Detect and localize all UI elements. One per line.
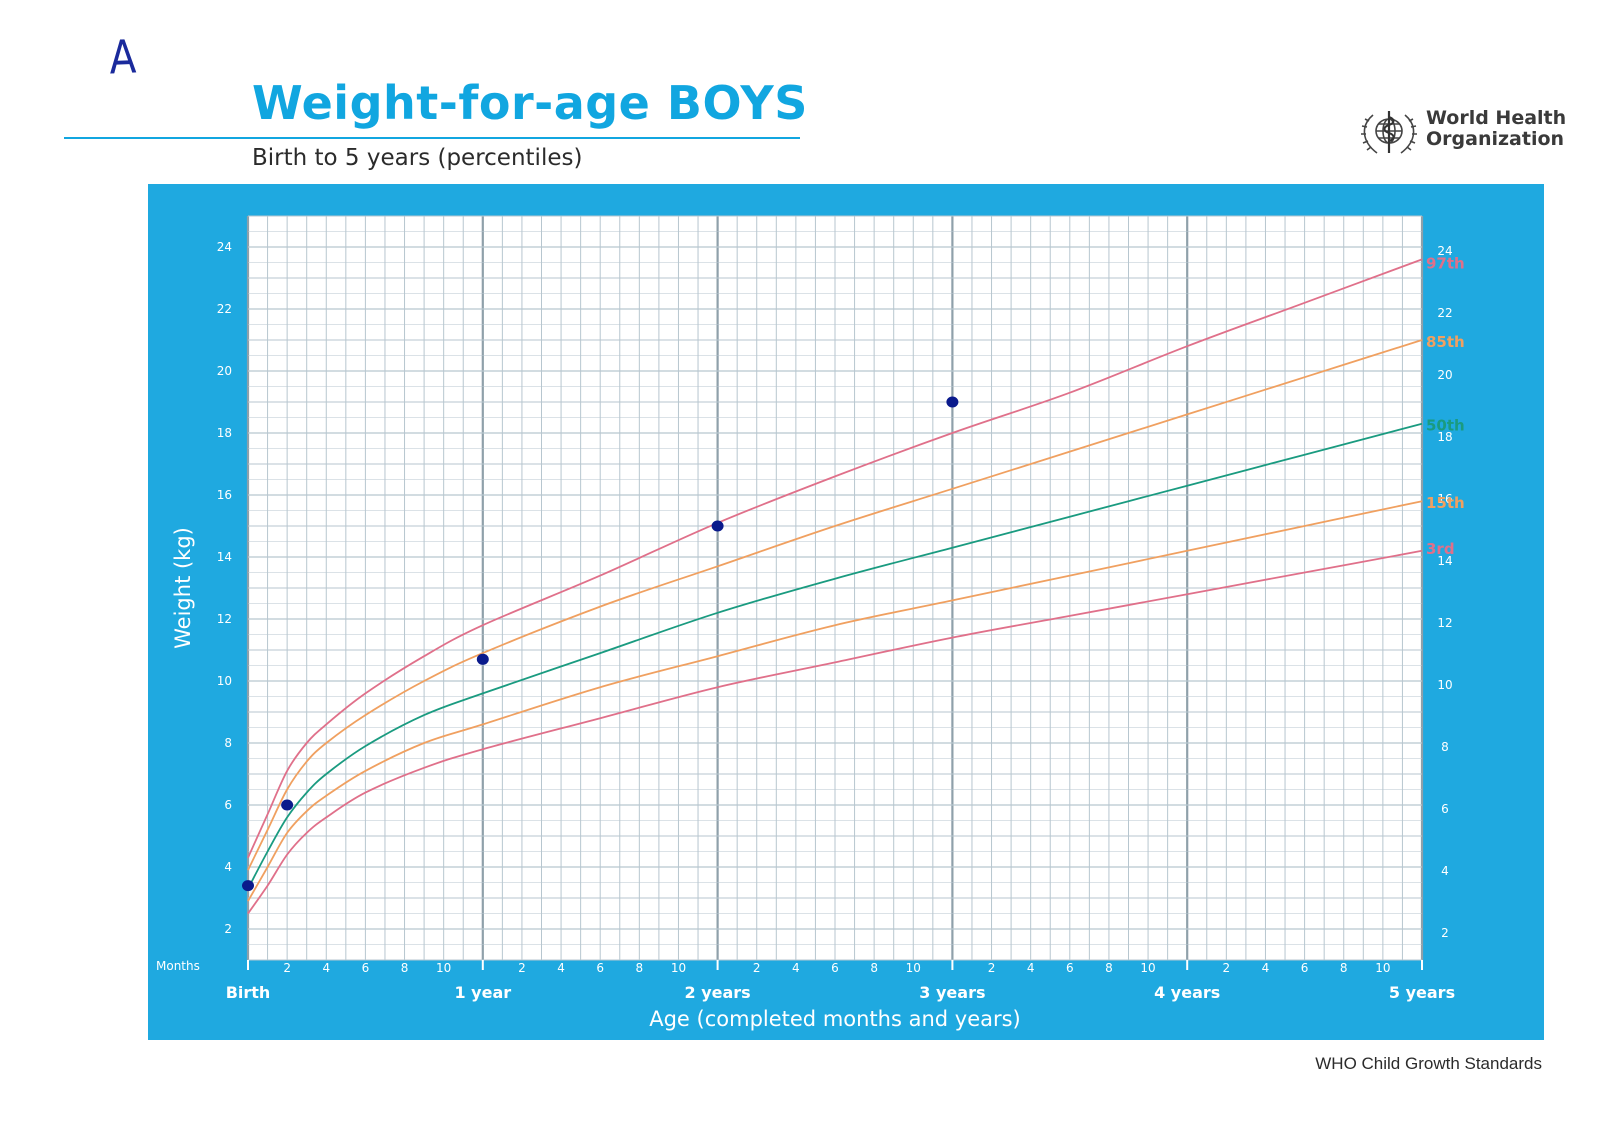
y-axis-label: Weight (kg) (171, 527, 195, 649)
y-tick-label-right: 24 (1437, 244, 1452, 258)
x-year-label: 4 years (1154, 983, 1220, 1002)
who-emblem-icon (1361, 111, 1417, 154)
x-month-tick-label: 8 (1340, 961, 1348, 975)
x-month-tick-label: 8 (401, 961, 409, 975)
x-month-tick-label: 8 (870, 961, 878, 975)
x-month-tick-label: 8 (1105, 961, 1113, 975)
y-tick-label-right: 8 (1441, 740, 1449, 754)
percentile-line-15th (247, 500, 1423, 902)
y-tick-label-left: 8 (224, 736, 232, 750)
x-month-tick-label: 6 (1066, 961, 1074, 975)
x-year-label: 5 years (1389, 983, 1455, 1002)
x-year-label: 3 years (919, 983, 985, 1002)
y-tick-label-right: 12 (1437, 616, 1452, 630)
x-month-tick-label: 10 (1140, 961, 1155, 975)
percentile-label-50th: 50th (1426, 417, 1465, 435)
plotted-measurement-point (946, 396, 959, 408)
x-month-tick-label: 6 (1301, 961, 1309, 975)
x-month-tick-label: 10 (1375, 961, 1390, 975)
y-tick-label-right: 6 (1441, 802, 1449, 816)
plotted-measurement-point (711, 520, 724, 532)
x-month-tick-label: 4 (1262, 961, 1270, 975)
y-tick-label-right: 22 (1437, 306, 1452, 320)
x-axis-label: Age (completed months and years) (649, 1007, 1021, 1031)
x-year-label: 1 year (454, 983, 511, 1002)
y-tick-label-right: 18 (1437, 430, 1452, 444)
x-year-label: 2 years (684, 983, 750, 1002)
organization-name-line2: Organization (1426, 128, 1565, 150)
x-month-tick-label: 4 (557, 961, 565, 975)
x-month-tick-label: 8 (636, 961, 644, 975)
handwritten-letter: A (108, 29, 137, 85)
y-tick-label-right: 14 (1437, 554, 1452, 568)
y-tick-label-right: 16 (1437, 492, 1452, 506)
y-tick-label-left: 20 (217, 364, 232, 378)
x-month-tick-label: 6 (831, 961, 839, 975)
x-unit-label: Months (156, 959, 200, 973)
y-tick-label-right: 10 (1437, 678, 1452, 692)
x-year-label: Birth (226, 983, 271, 1002)
page-title: Weight-for-age BOYS (252, 76, 808, 130)
chart-panel: 2 2 4 4 6 6 8 8 10 10 12 12 14 14 16 16 18 18 20 20 22 22 24 24… (148, 184, 1544, 1040)
x-month-tick-label: 2 (1223, 961, 1231, 975)
percentile-line-50th (247, 422, 1423, 890)
y-tick-label-right: 20 (1437, 368, 1452, 382)
x-month-tick-label: 4 (1027, 961, 1035, 975)
y-tick-label-left: 16 (217, 488, 232, 502)
y-tick-label-right: 4 (1441, 864, 1449, 878)
percentile-label-85th: 85th (1426, 333, 1465, 351)
x-month-tick-label: 10 (436, 961, 451, 975)
y-tick-label-right: 2 (1441, 926, 1449, 940)
x-month-tick-label: 6 (596, 961, 604, 975)
y-tick-label-left: 24 (217, 240, 232, 254)
y-tick-label-left: 14 (217, 550, 232, 564)
x-month-tick-label: 2 (518, 961, 526, 975)
x-month-tick-label: 6 (362, 961, 370, 975)
y-tick-label-left: 12 (217, 612, 232, 626)
y-tick-label-left: 10 (217, 674, 232, 688)
percentile-line-85th (247, 339, 1423, 871)
y-tick-label-left: 18 (217, 426, 232, 440)
percentile-line-97th (247, 258, 1423, 859)
plotted-measurement-point (281, 799, 294, 811)
x-month-tick-label: 10 (671, 961, 686, 975)
organization-name: World Health Organization (1426, 108, 1566, 150)
plotted-measurement-point (476, 653, 489, 665)
percentile-line-3rd (247, 549, 1423, 915)
x-month-tick-label: 4 (322, 961, 330, 975)
plotted-measurement-point (242, 880, 254, 892)
y-tick-label-left: 22 (217, 302, 232, 316)
organization-name-line1: World Health (1426, 107, 1567, 129)
percentile-label-15th: 15th (1426, 494, 1465, 512)
x-month-tick-label: 2 (283, 961, 291, 975)
percentile-label-3rd: 3rd (1426, 540, 1455, 558)
y-tick-label-left: 4 (224, 860, 232, 874)
y-tick-label-left: 6 (224, 798, 232, 812)
title-underline (64, 137, 800, 139)
x-month-tick-label: 4 (792, 961, 800, 975)
footer-note: WHO Child Growth Standards (1315, 1054, 1542, 1073)
percentile-label-97th: 97th (1426, 254, 1465, 272)
y-tick-label-left: 2 (224, 922, 232, 936)
page-subtitle: Birth to 5 years (percentiles) (252, 145, 583, 171)
x-month-tick-label: 2 (753, 961, 761, 975)
x-month-tick-label: 2 (988, 961, 996, 975)
x-month-tick-label: 10 (906, 961, 921, 975)
